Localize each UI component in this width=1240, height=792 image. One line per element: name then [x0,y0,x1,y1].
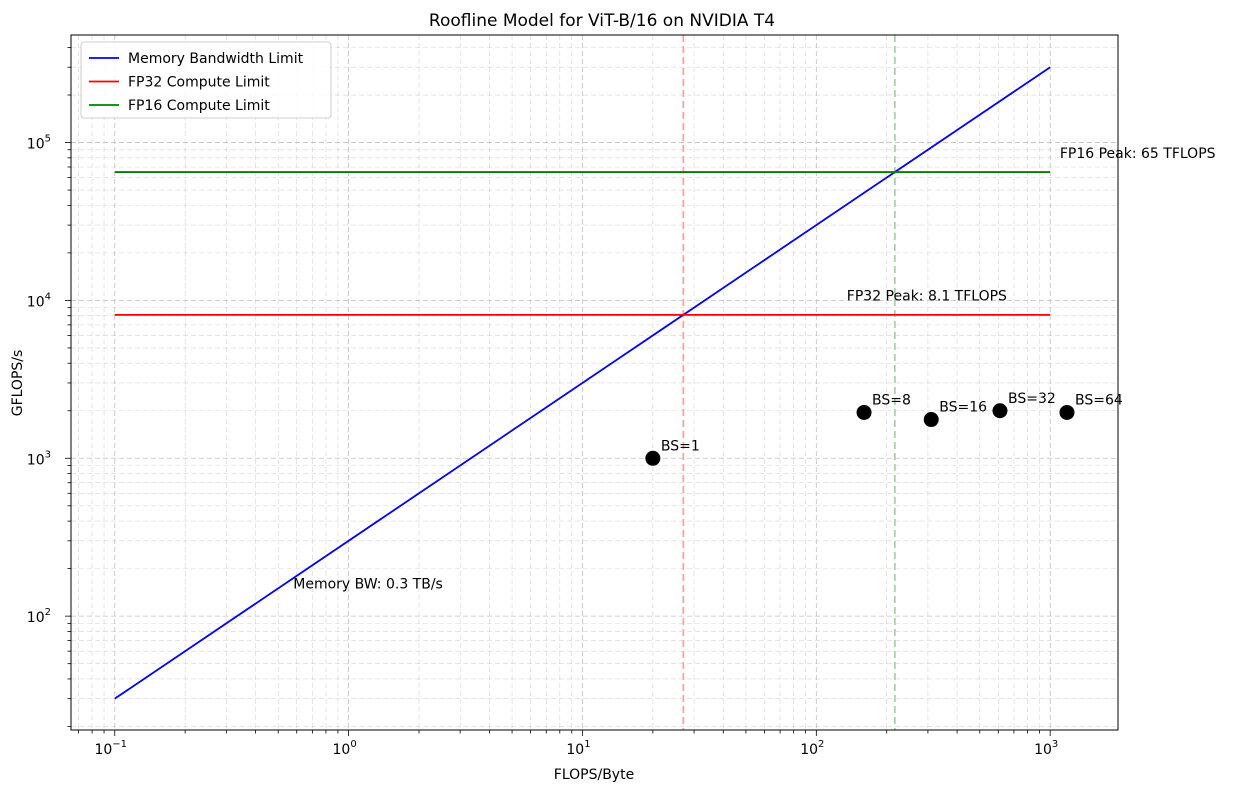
data-point [992,403,1008,419]
legend-entry-label: FP32 Compute Limit [128,75,270,91]
legend-box [80,41,332,119]
data-point-label: BS=1 [661,438,700,454]
data-point-label: BS=8 [872,392,911,408]
y-tick-label: 105 [27,134,51,153]
y-axis-label: GFLOPS/s [10,350,26,417]
data-point [923,412,939,428]
data-point-label: BS=32 [1008,391,1056,407]
legend-entry-label: FP16 Compute Limit [128,98,270,114]
annotation-label: FP32 Peak: 8.1 TFLOPS [847,288,1007,304]
data-point-label: BS=64 [1075,392,1123,408]
chart-title: Roofline Model for ViT-B/16 on NVIDIA T4 [429,11,775,31]
data-point [1059,404,1075,420]
x-tick-label: 103 [1034,739,1058,758]
annotation-label: FP16 Peak: 65 TFLOPS [1060,146,1216,162]
y-tick-label: 103 [27,449,51,468]
legend: Memory Bandwidth Limit FP32 Compute Limit… [80,41,332,119]
annotations: FP16 Peak: 65 TFLOPS FP32 Peak: 8.1 TFLOP… [293,146,1215,592]
data-point-label: BS=16 [939,400,987,416]
x-tick-label: 10−1 [94,739,127,758]
y-tick-label: 104 [27,291,51,310]
x-tick-label: 101 [566,739,590,758]
axis-ticks: 10−1 100 101 102 103 102 103 104 105 [27,47,1058,758]
data-point [856,404,872,420]
annotation-label: Memory BW: 0.3 TB/s [293,576,443,592]
legend-entry-label: Memory Bandwidth Limit [128,51,304,67]
x-tick-label: 102 [800,739,824,758]
x-axis-label: FLOPS/Byte [554,767,634,783]
data-point [645,450,661,466]
y-tick-label: 102 [27,607,51,626]
x-tick-label: 100 [333,739,357,758]
plot-frame [70,34,1119,731]
grid [71,35,1118,730]
data-points: BS=1 BS=8 BS=16 BS=32 BS=64 [645,391,1123,466]
series-lines [114,66,1051,700]
ridge-lines [682,35,896,730]
